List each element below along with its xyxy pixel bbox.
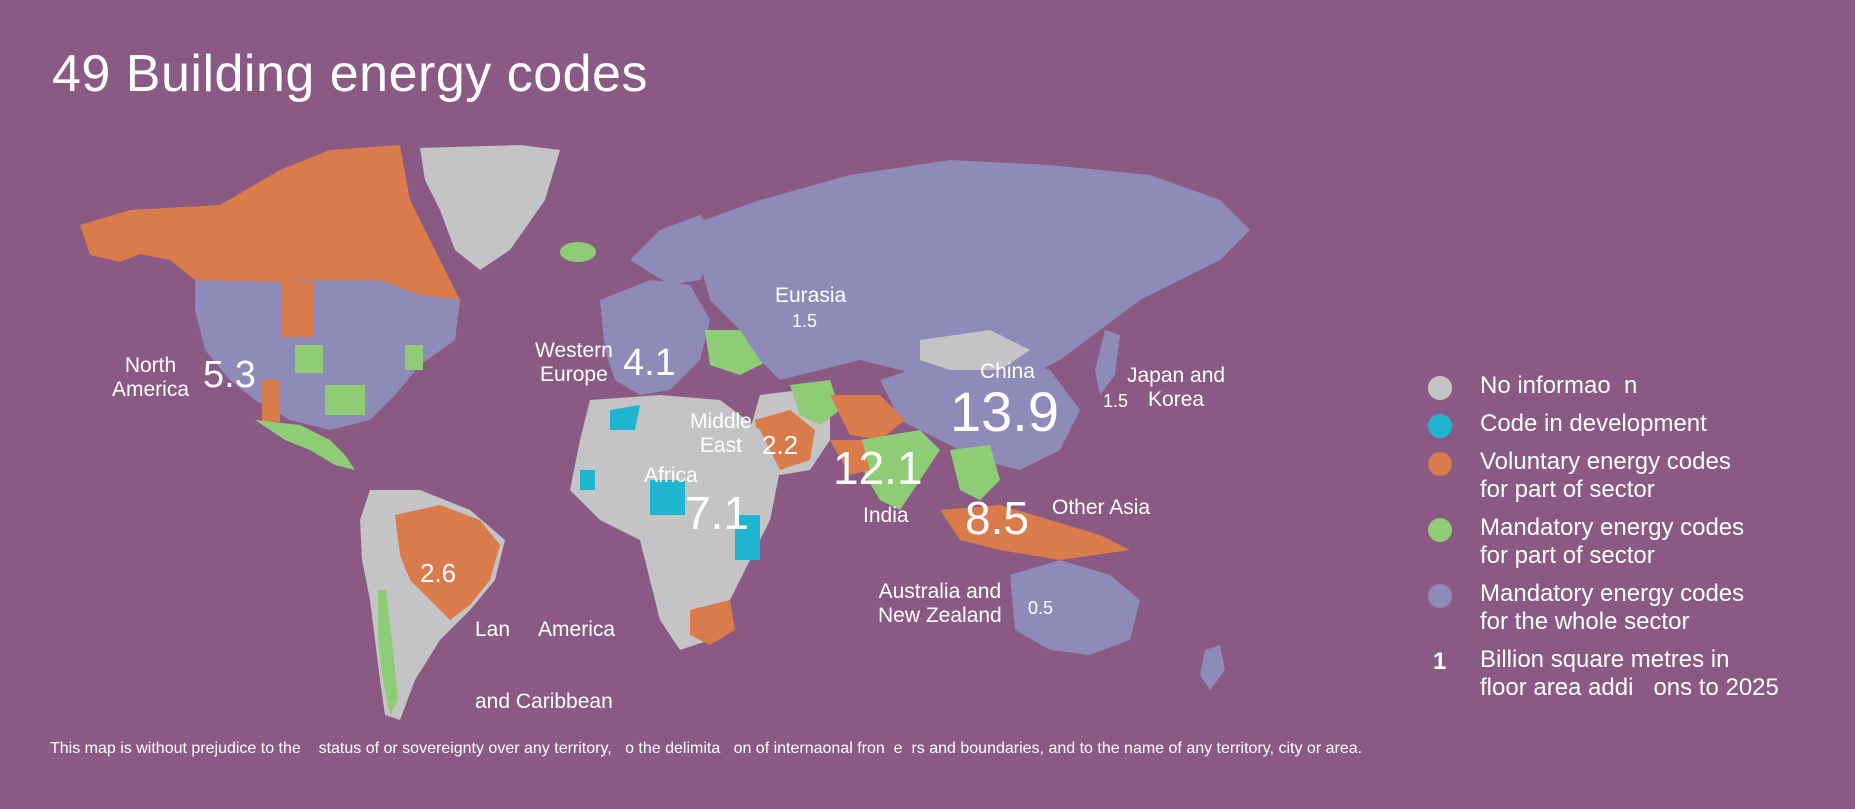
legend-item-mandatory-whole: Mandatory energy codes for the whole sec… bbox=[1428, 580, 1848, 636]
legend-unit-line2: floor area addi ons to 2025 bbox=[1480, 674, 1779, 701]
north-america-shape bbox=[195, 275, 460, 430]
us-state-mandatory-2 bbox=[325, 385, 365, 415]
region-value-north-america: 5.3 bbox=[203, 354, 256, 396]
south-africa-shape bbox=[690, 600, 735, 645]
region-value-latin-america: 2.6 bbox=[420, 558, 457, 588]
legend-label: Code in development bbox=[1480, 410, 1707, 437]
mongolia-shape bbox=[920, 330, 1030, 370]
india-voluntary bbox=[830, 440, 870, 475]
legend-item-development: Code in development bbox=[1428, 410, 1848, 438]
region-label-other-asia: Other Asia bbox=[1052, 496, 1151, 519]
legend-label-line2: for the whole sector bbox=[1480, 608, 1690, 635]
new-zealand-shape bbox=[1200, 645, 1225, 690]
legend-item-unit: 1 Billion square metres in floor area ad… bbox=[1428, 646, 1848, 702]
legend-item-voluntary: Voluntary energy codes for part of secto… bbox=[1428, 448, 1848, 504]
central-asia-voluntary bbox=[830, 395, 905, 440]
region-label-western-europe: Western Europe bbox=[535, 339, 613, 386]
alaska-shape bbox=[80, 215, 150, 262]
japan-shape bbox=[1095, 330, 1120, 395]
australia-shape bbox=[1010, 560, 1140, 655]
region-label-japan-korea: Japan and Korea bbox=[1127, 364, 1226, 411]
western-europe-shape bbox=[600, 280, 710, 395]
swatch-development bbox=[1428, 414, 1452, 438]
region-name-line2: America bbox=[112, 378, 190, 401]
region-label-australia-nz: Australia and New Zealand bbox=[878, 580, 1002, 627]
region-name-line1: North bbox=[124, 354, 177, 377]
swatch-mandatory-part bbox=[1428, 518, 1452, 542]
region-label-india: India bbox=[863, 504, 909, 527]
region-label-middle-east: Middle East bbox=[690, 410, 752, 457]
iran-shape bbox=[790, 380, 840, 425]
legend-label: Mandatory energy codes bbox=[1480, 514, 1745, 541]
chile-shape bbox=[378, 590, 398, 715]
iceland-shape bbox=[560, 242, 596, 262]
us-state-voluntary-1 bbox=[282, 282, 314, 337]
page-title: 49 Building energy codes bbox=[52, 45, 648, 103]
legend-label: Voluntary energy codes bbox=[1480, 448, 1731, 475]
world-map bbox=[80, 145, 1250, 720]
region-value-china: 13.9 bbox=[950, 380, 1059, 443]
us-state-mandatory-3 bbox=[405, 345, 423, 370]
us-state-voluntary-2 bbox=[262, 380, 280, 422]
legend: No informao n Code in development Volunt… bbox=[1428, 372, 1848, 712]
swatch-no-info bbox=[1428, 376, 1452, 400]
legend-label-line2: for part of sector bbox=[1480, 476, 1655, 503]
mexico-shape bbox=[255, 420, 355, 470]
legend-item-no-info: No informao n bbox=[1428, 372, 1848, 400]
region-value-other-asia: 8.5 bbox=[965, 492, 1029, 544]
legend-label-line2: for part of sector bbox=[1480, 542, 1655, 569]
legend-label: No informao n bbox=[1480, 372, 1638, 399]
nigeria-dev bbox=[650, 480, 685, 515]
region-label-africa: Africa bbox=[644, 464, 698, 487]
legend-unit-line1: Billion square metres in bbox=[1480, 646, 1730, 673]
greenland-shape bbox=[420, 145, 560, 270]
region-value-india: 12.1 bbox=[833, 442, 923, 494]
region-value-japan-korea: 1.5 bbox=[1103, 391, 1129, 411]
region-label-china: China bbox=[980, 360, 1035, 383]
region-label-latin-america: Lan America and Caribbean bbox=[475, 618, 616, 713]
map-disclaimer: This map is without prejudice to the sta… bbox=[50, 740, 1363, 757]
legend-label: Mandatory energy codes bbox=[1480, 580, 1745, 607]
swatch-mandatory-whole bbox=[1428, 584, 1452, 608]
region-label-north-america: North America bbox=[112, 354, 189, 402]
region-label-eurasia: Eurasia bbox=[775, 284, 847, 307]
west-africa-dev bbox=[580, 470, 595, 490]
indonesia-shape bbox=[940, 505, 1130, 560]
africa-shape bbox=[570, 395, 780, 650]
swatch-voluntary bbox=[1428, 452, 1452, 476]
brazil-shape bbox=[395, 505, 500, 620]
region-value-australia-nz: 0.5 bbox=[1028, 598, 1054, 618]
china-shape bbox=[880, 350, 1080, 470]
legend-unit-number: 1 bbox=[1433, 648, 1447, 675]
southeast-asia-shape bbox=[950, 445, 1000, 500]
region-value-eurasia: 1.5 bbox=[792, 311, 818, 331]
region-value-western-europe: 4.1 bbox=[623, 342, 676, 384]
us-state-mandatory-1 bbox=[295, 345, 323, 373]
north-africa-dev bbox=[610, 405, 640, 430]
east-africa-dev bbox=[735, 515, 760, 560]
legend-item-mandatory-part: Mandatory energy codes for part of secto… bbox=[1428, 514, 1848, 570]
india-shape bbox=[860, 430, 940, 510]
region-value-middle-east: 2.2 bbox=[762, 430, 799, 460]
canada-shape bbox=[80, 145, 460, 300]
eurasia-shape bbox=[690, 160, 1250, 385]
region-value-africa: 7.1 bbox=[685, 487, 749, 539]
